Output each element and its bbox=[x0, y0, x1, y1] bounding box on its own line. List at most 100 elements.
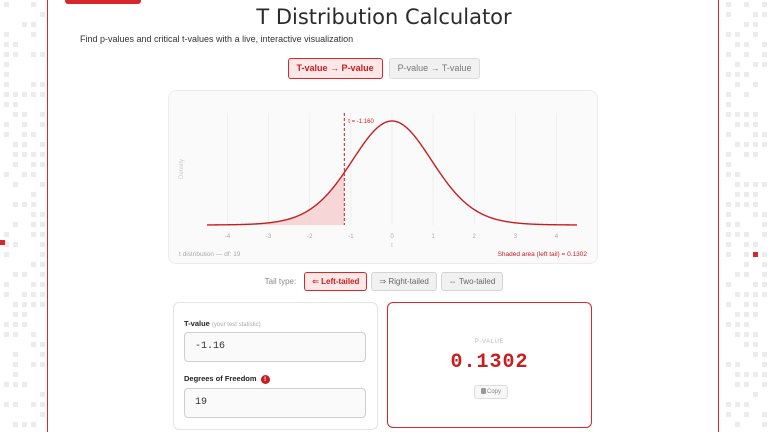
df-input[interactable]: 19 bbox=[184, 388, 366, 418]
decorative-dot bbox=[726, 252, 731, 257]
decorative-dot bbox=[13, 302, 18, 307]
decorative-dot bbox=[40, 162, 45, 167]
decorative-dot bbox=[753, 122, 758, 127]
distribution-chart: t = -1.160 -4 -3 -2 -1 0 1 2 3 4 t Density t distri… bbox=[168, 90, 598, 264]
decorative-dot bbox=[13, 322, 18, 327]
decorative-dot bbox=[744, 52, 749, 57]
decorative-dot bbox=[735, 112, 740, 117]
decorative-dot bbox=[753, 192, 758, 197]
x-tick-label: -4 bbox=[225, 234, 231, 240]
density-curve bbox=[206, 120, 578, 226]
decorative-dot bbox=[22, 172, 27, 177]
decorative-dot bbox=[762, 212, 767, 217]
decorative-dot bbox=[40, 122, 45, 127]
decorative-dot bbox=[762, 422, 767, 427]
decorative-dot bbox=[13, 202, 18, 207]
decorative-dot bbox=[753, 132, 758, 137]
x-tick-label: 0 bbox=[390, 234, 394, 240]
decorative-dot bbox=[735, 32, 740, 37]
decorative-dot bbox=[31, 82, 36, 87]
decorative-dot bbox=[4, 252, 9, 257]
decorative-dot bbox=[4, 402, 9, 407]
decorative-dot bbox=[735, 382, 740, 387]
decorative-dot bbox=[753, 212, 758, 217]
decorative-dot bbox=[22, 142, 27, 147]
mode-tab-t-to-p[interactable]: T-value → P-value bbox=[287, 58, 383, 79]
decorative-dot bbox=[31, 132, 36, 137]
decorative-dot bbox=[744, 192, 749, 197]
decorative-dot bbox=[726, 302, 731, 307]
decorative-dot bbox=[31, 302, 36, 307]
decorative-dot bbox=[744, 72, 749, 77]
decorative-dot bbox=[726, 322, 731, 327]
decorative-dot bbox=[4, 332, 9, 337]
decorative-dot bbox=[4, 132, 9, 137]
decorative-dot bbox=[13, 242, 18, 247]
decorative-dot bbox=[40, 212, 45, 217]
decorative-dot bbox=[40, 292, 45, 297]
decorative-dot bbox=[753, 82, 758, 87]
decorative-dot bbox=[40, 52, 45, 57]
decorative-dot bbox=[735, 402, 740, 407]
decorative-dot bbox=[31, 22, 36, 27]
decorative-dot bbox=[40, 232, 45, 237]
t-value-label: T-value (your test statistic) bbox=[184, 319, 261, 328]
decorative-dot bbox=[13, 162, 18, 167]
decorative-dot bbox=[22, 132, 27, 137]
x-axis-label: t bbox=[391, 243, 393, 249]
decorative-dot bbox=[744, 372, 749, 377]
decorative-dot bbox=[31, 342, 36, 347]
decorative-dot bbox=[13, 52, 18, 57]
decorative-dot bbox=[753, 282, 758, 287]
decorative-dot bbox=[726, 152, 731, 157]
decorative-dot bbox=[744, 92, 749, 97]
decorative-dot bbox=[13, 382, 18, 387]
decorative-dot bbox=[31, 292, 36, 297]
decorative-dot bbox=[4, 42, 9, 47]
decorative-dot bbox=[735, 202, 740, 207]
decorative-dot bbox=[762, 262, 767, 267]
copy-button[interactable]: Copy bbox=[474, 385, 508, 399]
decorative-dot bbox=[13, 352, 18, 357]
info-icon[interactable]: ! bbox=[260, 374, 270, 384]
decorative-dot bbox=[40, 352, 45, 357]
mode-tab-p-to-t[interactable]: P-value → T-value bbox=[388, 58, 481, 79]
t-value-input[interactable]: -1.16 bbox=[184, 332, 366, 362]
tail-two-button[interactable]: ⇔ Two-tailed bbox=[440, 272, 504, 291]
decorative-dot bbox=[744, 342, 749, 347]
decorative-dot bbox=[762, 222, 767, 227]
decorative-dot bbox=[22, 292, 27, 297]
decorative-dot bbox=[726, 232, 731, 237]
decorative-dot bbox=[735, 222, 740, 227]
decorative-dot bbox=[726, 2, 731, 7]
chart-footer-shaded-area: Shaded area (left tail) = 0.1302 bbox=[497, 251, 587, 258]
decorative-dot bbox=[13, 112, 18, 117]
decorative-dot bbox=[762, 382, 767, 387]
decorative-dot bbox=[744, 272, 749, 277]
decorative-dot bbox=[753, 112, 758, 117]
decorative-dot bbox=[744, 242, 749, 247]
copy-icon bbox=[480, 388, 486, 394]
tail-left-button[interactable]: ⇐ Left-tailed bbox=[304, 272, 368, 291]
decorative-dot bbox=[762, 352, 767, 357]
decorative-dot bbox=[726, 92, 731, 97]
decorative-dot bbox=[4, 2, 9, 7]
decorative-dot bbox=[31, 192, 36, 197]
decorative-dot bbox=[744, 42, 749, 47]
page-subtitle: Find p-values and critical t-values with… bbox=[80, 34, 354, 44]
tail-right-button[interactable]: ⇒ Right-tailed bbox=[371, 272, 437, 291]
decorative-dot bbox=[744, 2, 749, 7]
df-label: Degrees of Freedom ! bbox=[184, 374, 270, 384]
decorative-dot bbox=[744, 412, 749, 417]
decorative-dot bbox=[726, 32, 731, 37]
decorative-dot bbox=[22, 272, 27, 277]
decorative-dot-pattern-left bbox=[0, 0, 46, 432]
decorative-dot bbox=[4, 232, 9, 237]
decorative-dot bbox=[22, 22, 27, 27]
decorative-dot bbox=[762, 182, 767, 187]
decorative-dot bbox=[744, 252, 749, 257]
decorative-dot bbox=[753, 242, 758, 247]
decorative-dot bbox=[31, 222, 36, 227]
decorative-dot bbox=[762, 142, 767, 147]
decorative-dot bbox=[726, 212, 731, 217]
